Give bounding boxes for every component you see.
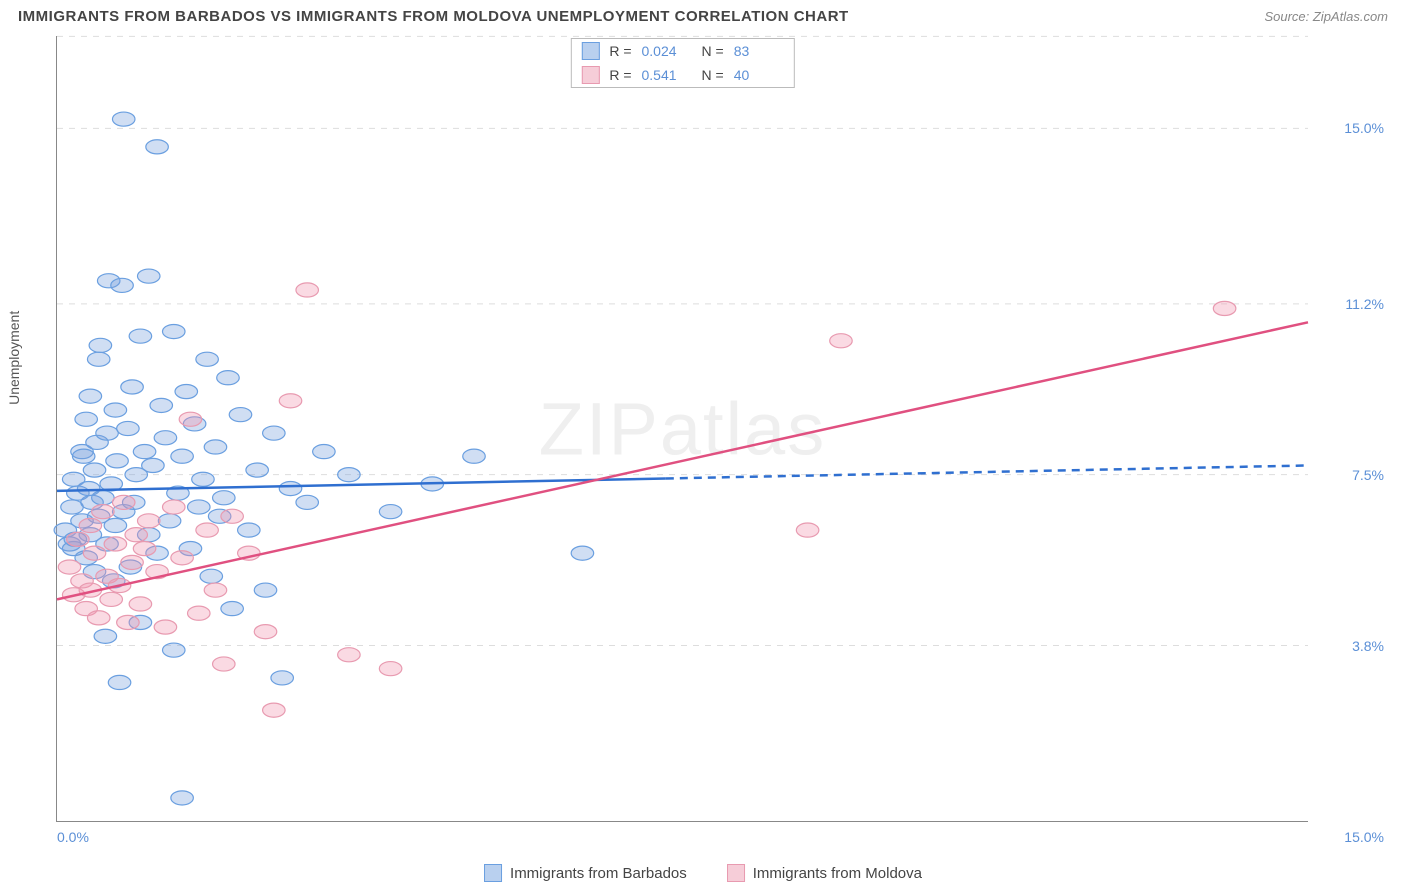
- n-value-moldova: 40: [734, 67, 784, 83]
- r-label: R =: [609, 67, 631, 83]
- legend-label-moldova: Immigrants from Moldova: [753, 865, 922, 882]
- swatch-moldova: [581, 66, 599, 84]
- x-tick-min: 0.0%: [57, 829, 89, 845]
- y-axis-label: Unemployment: [6, 311, 22, 405]
- y-tick: 11.2%: [1345, 296, 1384, 312]
- swatch-barbados: [581, 42, 599, 60]
- r-value-barbados: 0.024: [642, 43, 692, 59]
- correlation-legend: R = 0.024 N = 83 R = 0.541 N = 40: [570, 38, 794, 88]
- chart-title: IMMIGRANTS FROM BARBADOS VS IMMIGRANTS F…: [18, 8, 849, 25]
- chart-area: Unemployment ZIPatlas R = 0.024 N = 83 R…: [18, 36, 1388, 852]
- legend-row-moldova: R = 0.541 N = 40: [571, 63, 793, 87]
- legend-row-barbados: R = 0.024 N = 83: [571, 39, 793, 63]
- n-label: N =: [702, 67, 724, 83]
- n-label: N =: [702, 43, 724, 59]
- r-value-moldova: 0.541: [642, 67, 692, 83]
- legend-item-barbados: Immigrants from Barbados: [484, 864, 687, 882]
- n-value-barbados: 83: [734, 43, 784, 59]
- y-tick: 7.5%: [1352, 467, 1384, 483]
- legend-label-barbados: Immigrants from Barbados: [510, 865, 687, 882]
- y-tick: 3.8%: [1352, 638, 1384, 654]
- series-legend: Immigrants from Barbados Immigrants from…: [484, 864, 922, 882]
- swatch-moldova-icon: [727, 864, 745, 882]
- legend-item-moldova: Immigrants from Moldova: [727, 864, 922, 882]
- scatter-svg: [57, 36, 1308, 821]
- swatch-barbados-icon: [484, 864, 502, 882]
- x-tick-max: 15.0%: [1344, 829, 1384, 845]
- r-label: R =: [609, 43, 631, 59]
- y-tick: 15.0%: [1344, 120, 1384, 136]
- plot-region: ZIPatlas R = 0.024 N = 83 R = 0.541 N = …: [56, 36, 1308, 822]
- chart-source: Source: ZipAtlas.com: [1264, 9, 1388, 24]
